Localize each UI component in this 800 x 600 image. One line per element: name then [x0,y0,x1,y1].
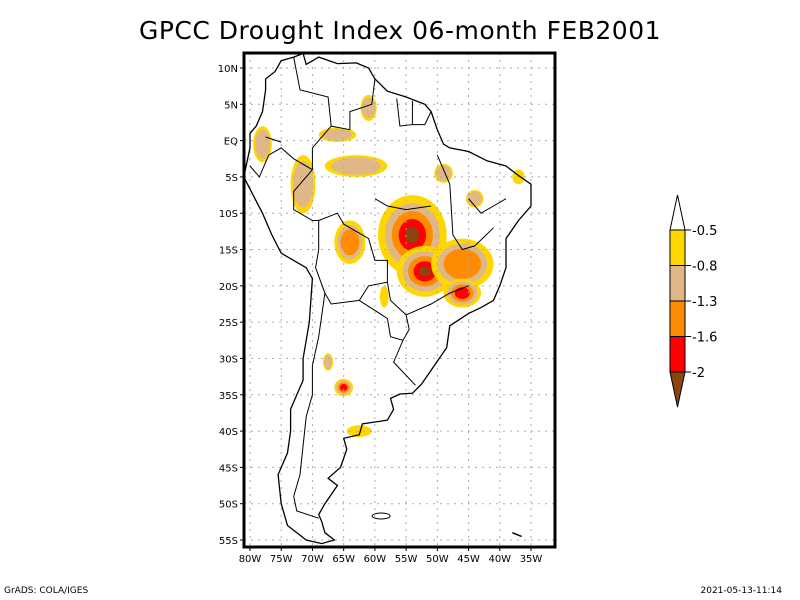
severity-contour [362,97,376,119]
severity-contour [293,160,314,208]
lat-tick-label: 40S [219,427,238,438]
severity-contour [419,266,431,277]
colorbar-label: -1.6 [692,331,717,346]
country-border [412,111,432,126]
severity-contour [324,355,333,370]
lon-tick-label: 65W [332,554,355,565]
severity-contour [331,157,382,175]
country-border [436,154,494,251]
drought-area-minas-gerais [431,238,494,290]
lat-tick-label: 5S [225,173,238,184]
drought-area-guyana [360,94,377,122]
country-border [374,198,432,211]
coastline [243,52,532,545]
colorbar-segment [669,265,686,302]
colorbar-label: -0.5 [692,224,717,239]
drought-area-mendoza [323,353,334,371]
drought-patches [253,94,525,437]
chart-title: GPCC Drought Index 06-month FEB2001 [138,16,662,45]
lat-tick-label: 10N [218,64,238,75]
map-frame [242,51,557,549]
country-border [315,220,388,305]
lon-tick-label: 75W [270,554,293,565]
coastlines-and-borders [243,52,532,545]
lat-tick-label: 45S [219,463,238,474]
severity-contour [405,227,420,244]
drought-area-peru-ne [290,155,316,214]
drought-area-argentina-central [334,378,354,397]
severity-contour [443,248,482,280]
severity-contour [339,384,348,391]
drought-area-venezuela-east [318,127,357,143]
lat-tick-label: 25S [219,318,238,329]
lat-tick-label: 15S [219,246,238,257]
lat-tick-label: 10S [219,209,238,220]
drought-area-rio-negro [346,425,372,437]
country-border [249,147,313,178]
severity-contour [467,191,482,206]
colorbar-label: -2 [692,366,705,381]
colorbar-below-triangle [669,371,686,408]
map-gridlines [244,53,555,547]
severity-contour [346,425,372,437]
drought-area-ecuador-col [253,126,272,163]
severity-contour [379,285,389,308]
severity-contour [340,229,360,256]
country-border [405,285,469,316]
colorbar-label: -0.8 [692,260,717,275]
severity-contour [254,129,270,159]
country-border [265,136,282,143]
colorbar-legend: -0.5 -0.8 -1.3 -1.6 -2 [669,194,717,408]
colorbar-segment [669,229,686,266]
lat-tick-label: 20S [219,282,238,293]
severity-contour [322,128,353,141]
lon-tick-label: 55W [395,554,418,565]
falkland-islands [371,512,391,520]
latitude-axis: 10N 5N EQ 5S 10S 15S 20S 25S 30S 35S 40S 45S 50S 55S [218,64,244,547]
drought-area-bolivia [334,220,366,265]
lon-tick-label: 50W [426,554,449,565]
lat-tick-label: EQ [224,137,238,148]
drought-area-paraguay-north [379,285,389,308]
country-border [468,198,507,214]
country-border [293,169,416,386]
country-border [359,299,404,341]
lon-tick-label: 40W [488,554,511,565]
country-border [293,293,326,519]
colorbar-label: -1.3 [692,295,717,310]
lat-tick-label: 50S [219,500,238,511]
country-border [293,57,332,170]
severity-contour [454,287,470,299]
country-border [331,78,376,131]
south-georgia [512,532,522,538]
severity-contour [436,165,452,181]
colorbar-segment [669,336,686,373]
country-border [396,98,413,127]
lat-tick-label: 35S [219,391,238,402]
colorbar-above-triangle [669,194,686,231]
lat-tick-label: 5N [224,100,238,111]
colorbar-segment [669,300,686,337]
lon-tick-label: 60W [364,554,387,565]
drought-area-amazon-north [324,155,388,177]
grads-credit: GrADS: COLA/IGES [4,586,89,596]
lat-tick-label: 30S [219,354,238,365]
lon-tick-label: 70W [301,554,324,565]
lon-tick-label: 80W [239,554,262,565]
lat-tick-label: 55S [219,536,238,547]
timestamp: 2021-05-13-11:14 [700,586,783,596]
lon-tick-label: 35W [520,554,543,565]
longitude-axis: 80W 75W 70W 65W 60W 55W 50W 45W 40W 35W [239,547,543,565]
lon-tick-label: 45W [457,554,480,565]
